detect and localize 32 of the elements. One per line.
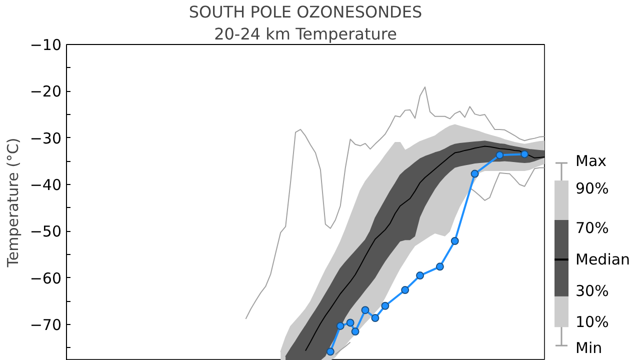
point: [381, 302, 390, 310]
y-tick-label: −70: [30, 316, 62, 334]
point: [326, 348, 334, 356]
legend-label: Median: [576, 250, 630, 269]
text: 90%: [576, 179, 609, 198]
point: [361, 306, 370, 314]
point: [436, 262, 444, 271]
point: [470, 170, 479, 178]
y-tick-label: −50: [30, 222, 62, 241]
y-axis-title: Temperature (°C): [4, 138, 22, 268]
point: [520, 150, 529, 158]
point: [371, 314, 380, 322]
y-tick-label: −10: [30, 36, 62, 54]
point: [346, 318, 354, 327]
chart-title: SOUTH POLE OZONESONDES: [188, 2, 422, 22]
point: [496, 151, 504, 160]
y-tick-label: −60: [30, 269, 62, 288]
point: [450, 237, 459, 245]
legend-label: Max: [576, 152, 607, 170]
point: [336, 322, 344, 330]
text: 10%: [576, 312, 609, 331]
point: [401, 286, 410, 294]
line-series: [245, 86, 544, 320]
y-tick-label: −20: [30, 82, 62, 101]
y-tick-label: −30: [30, 129, 62, 148]
y-tick-label: −40: [30, 176, 62, 194]
point: [351, 328, 360, 336]
point: [416, 272, 424, 280]
text: 30%: [576, 282, 609, 300]
legend-label: Min: [576, 339, 602, 358]
text: 70%: [576, 218, 609, 237]
chart-subtitle: 20-24 km Temperature: [214, 24, 397, 44]
